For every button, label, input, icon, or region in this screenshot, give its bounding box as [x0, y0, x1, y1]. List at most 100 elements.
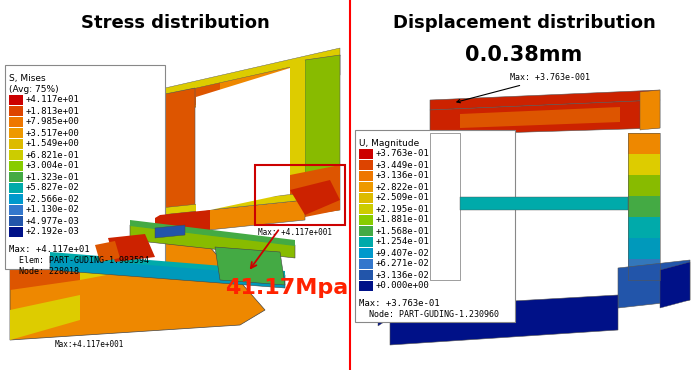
Polygon shape: [10, 295, 80, 340]
Polygon shape: [430, 100, 660, 135]
Polygon shape: [290, 165, 340, 220]
Text: +7.985e+00: +7.985e+00: [26, 118, 80, 127]
Text: Max: +4.117e+01: Max: +4.117e+01: [9, 245, 89, 254]
Text: 0.0.38mm: 0.0.38mm: [466, 45, 583, 65]
Polygon shape: [628, 175, 660, 196]
Text: (Avg: 75%): (Avg: 75%): [9, 84, 59, 94]
Bar: [359, 193, 373, 203]
Bar: [359, 270, 373, 280]
Bar: [355, 130, 515, 322]
Text: Node: PART-GUDING-1.230960: Node: PART-GUDING-1.230960: [359, 310, 499, 319]
Bar: [359, 281, 373, 291]
Text: Elem: PART-GUDING-1.983594: Elem: PART-GUDING-1.983594: [9, 256, 149, 265]
Text: Node: 228018: Node: 228018: [9, 267, 79, 276]
Text: Max:+4.117e+001: Max:+4.117e+001: [55, 340, 124, 349]
Bar: [359, 215, 373, 225]
Bar: [9, 205, 23, 215]
Text: Displacement distribution: Displacement distribution: [393, 14, 656, 32]
Polygon shape: [50, 252, 285, 276]
Polygon shape: [430, 90, 660, 110]
Polygon shape: [628, 217, 660, 238]
Bar: [9, 227, 23, 237]
Polygon shape: [108, 234, 155, 262]
Text: +1.130e-02: +1.130e-02: [26, 205, 80, 215]
Polygon shape: [160, 78, 220, 115]
Polygon shape: [640, 90, 660, 130]
Text: Max: +4.117e+001: Max: +4.117e+001: [258, 228, 332, 237]
Bar: [9, 216, 23, 226]
Polygon shape: [155, 225, 185, 238]
Bar: [359, 204, 373, 214]
Text: +3.136e-01: +3.136e-01: [376, 172, 430, 181]
Bar: [9, 117, 23, 127]
Bar: [9, 194, 23, 204]
Polygon shape: [160, 55, 340, 115]
Text: +2.566e-02: +2.566e-02: [26, 195, 80, 204]
Text: +9.407e-02: +9.407e-02: [376, 249, 430, 258]
Bar: [9, 150, 23, 160]
Text: +2.822e-01: +2.822e-01: [376, 182, 430, 192]
Text: +0.000e+00: +0.000e+00: [376, 282, 430, 290]
Text: U, Magnitude: U, Magnitude: [359, 138, 419, 148]
Polygon shape: [130, 220, 295, 246]
Text: +6.821e-01: +6.821e-01: [26, 151, 80, 159]
Bar: [359, 226, 373, 236]
Polygon shape: [390, 270, 470, 318]
Text: +1.568e-01: +1.568e-01: [376, 226, 430, 235]
Polygon shape: [80, 240, 160, 280]
Polygon shape: [50, 256, 285, 288]
Bar: [359, 182, 373, 192]
Polygon shape: [160, 88, 195, 222]
Bar: [9, 172, 23, 182]
Text: +4.117e+01: +4.117e+01: [26, 95, 80, 104]
Text: Max: +3.763e-01: Max: +3.763e-01: [359, 299, 440, 308]
Bar: [359, 160, 373, 170]
Polygon shape: [628, 259, 660, 280]
Bar: [9, 128, 23, 138]
Bar: [9, 106, 23, 116]
Bar: [9, 139, 23, 149]
Text: +1.254e-01: +1.254e-01: [376, 238, 430, 246]
Text: +1.813e+01: +1.813e+01: [26, 107, 80, 115]
Polygon shape: [160, 200, 305, 235]
Polygon shape: [628, 133, 660, 154]
Polygon shape: [430, 154, 460, 175]
Text: +1.881e-01: +1.881e-01: [376, 215, 430, 225]
Polygon shape: [430, 196, 460, 217]
Polygon shape: [152, 95, 160, 228]
Text: Stress distribution: Stress distribution: [80, 14, 269, 32]
Text: +3.004e-01: +3.004e-01: [26, 161, 80, 171]
Text: +3.449e-01: +3.449e-01: [376, 161, 430, 169]
Bar: [359, 171, 373, 181]
Polygon shape: [130, 225, 295, 258]
Bar: [9, 161, 23, 171]
Polygon shape: [628, 154, 660, 175]
Text: +4.977e-03: +4.977e-03: [26, 216, 80, 225]
Polygon shape: [95, 241, 120, 262]
Polygon shape: [390, 295, 618, 345]
Text: +2.195e-01: +2.195e-01: [376, 205, 430, 213]
Polygon shape: [618, 260, 690, 308]
Polygon shape: [165, 48, 340, 95]
Polygon shape: [430, 238, 460, 259]
Polygon shape: [290, 60, 305, 190]
Bar: [9, 183, 23, 193]
Polygon shape: [160, 193, 305, 215]
Text: +1.549e+00: +1.549e+00: [26, 139, 80, 148]
Text: +1.323e-01: +1.323e-01: [26, 172, 80, 182]
Polygon shape: [160, 210, 210, 235]
Polygon shape: [378, 278, 390, 326]
Polygon shape: [628, 238, 660, 259]
Text: +6.271e-02: +6.271e-02: [376, 259, 430, 269]
Polygon shape: [215, 247, 285, 285]
Polygon shape: [305, 55, 340, 215]
Bar: [359, 259, 373, 269]
Text: +2.192e-03: +2.192e-03: [26, 228, 80, 236]
Polygon shape: [300, 55, 340, 80]
Polygon shape: [660, 262, 690, 308]
Text: +5.827e-02: +5.827e-02: [26, 184, 80, 192]
Text: +3.136e-02: +3.136e-02: [376, 270, 430, 279]
Polygon shape: [290, 180, 340, 215]
Text: 41.17Mpa: 41.17Mpa: [225, 278, 348, 298]
Polygon shape: [430, 175, 460, 196]
